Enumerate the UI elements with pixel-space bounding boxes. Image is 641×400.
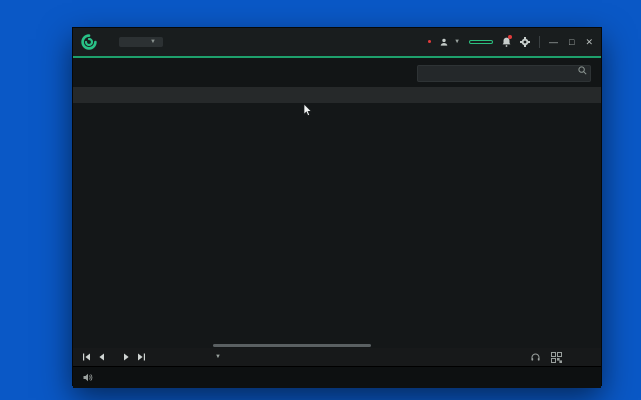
- tab-bar: [73, 58, 601, 87]
- job-table: [73, 103, 601, 343]
- user-menu[interactable]: ▼: [440, 38, 460, 46]
- horizontal-scrollbar: [73, 343, 601, 348]
- notice-bar: [73, 366, 601, 388]
- notification-dot: [508, 35, 513, 39]
- headset-icon: [531, 353, 540, 362]
- maximize-button[interactable]: □: [569, 36, 575, 47]
- prev-page-button[interactable]: [98, 353, 105, 361]
- next-page-button[interactable]: [123, 353, 130, 361]
- qr-code-icon[interactable]: [551, 351, 562, 363]
- accent-divider: [73, 56, 601, 58]
- speaker-icon: [83, 373, 93, 382]
- recharge-button[interactable]: [469, 40, 494, 44]
- close-button[interactable]: ✕: [585, 36, 593, 47]
- app-window: ▼ ▼ —: [72, 27, 602, 388]
- first-page-button[interactable]: [82, 353, 91, 361]
- stats-dropdown[interactable]: ▼: [212, 354, 221, 360]
- minimize-button[interactable]: —: [549, 36, 559, 47]
- divider: [539, 36, 541, 48]
- render-zone-dropdown[interactable]: ▼: [119, 37, 163, 47]
- contact-support-button[interactable]: [531, 353, 543, 362]
- pager-bar: ▼: [73, 348, 601, 366]
- last-page-button[interactable]: [137, 353, 146, 361]
- settings-gear-icon[interactable]: [520, 37, 531, 47]
- search-icon[interactable]: [578, 66, 587, 75]
- user-icon: [440, 38, 448, 46]
- scrollbar-thumb[interactable]: [213, 344, 371, 347]
- renderbus-swirl-icon: [81, 34, 97, 50]
- chevron-down-icon: ▼: [150, 39, 156, 45]
- notifications-bell-icon[interactable]: [502, 35, 513, 47]
- chevron-down-icon: ▼: [454, 39, 461, 45]
- app-logo: [81, 34, 101, 50]
- table-header: [73, 87, 601, 103]
- title-bar: ▼ ▼ —: [73, 28, 601, 56]
- search-input[interactable]: [417, 65, 591, 82]
- chevron-down-icon: ▼: [215, 354, 221, 360]
